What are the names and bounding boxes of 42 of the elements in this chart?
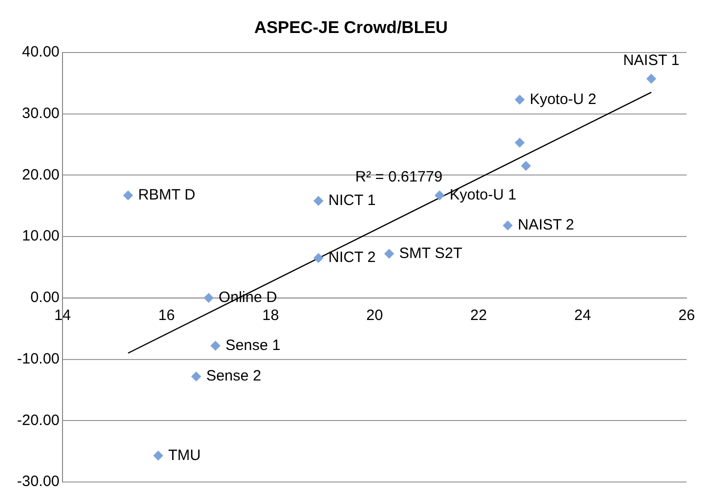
point — [313, 196, 324, 206]
point — [191, 371, 202, 382]
point — [204, 292, 214, 303]
point — [514, 94, 525, 105]
y-tick-label: 0.00 — [30, 289, 60, 306]
annotation: NAIST 2 — [518, 216, 574, 234]
annotation: NAIST 1 — [623, 52, 680, 69]
x-tick-label: 14 — [54, 307, 71, 324]
x-tick-label: 20 — [366, 307, 383, 324]
y-tick-label: 20.00 — [22, 166, 60, 184]
annotation: NICT 2 — [328, 249, 376, 266]
annotation: Kyoto-U 1 — [450, 186, 516, 204]
y-tick-label: -20.00 — [16, 412, 60, 429]
annotation: Kyoto-U 2 — [530, 90, 596, 108]
point — [153, 450, 164, 461]
x-tick-label: 16 — [158, 307, 175, 324]
point — [313, 252, 324, 263]
point — [210, 340, 220, 351]
x-tick-label: 26 — [678, 307, 695, 324]
x-tick-label: 24 — [574, 307, 591, 324]
point — [502, 220, 513, 230]
annotation: RBMT D — [138, 186, 196, 204]
x-tick-label: 22 — [470, 307, 487, 324]
y-tick-label: -30.00 — [16, 473, 60, 490]
y-tick-label: 40.00 — [22, 44, 60, 61]
point — [646, 74, 656, 84]
y-tick-label: 30.00 — [22, 104, 60, 122]
point — [434, 190, 445, 200]
annotation: SMT S2T — [399, 244, 462, 262]
annotation: Sense 2 — [206, 368, 262, 385]
x-tick-label: 18 — [262, 307, 279, 324]
point — [123, 190, 134, 200]
annotation: Sense 1 — [225, 336, 280, 354]
point — [514, 138, 525, 148]
annotation: R² = 0.61779 — [355, 168, 442, 186]
annotation: TMU — [168, 446, 201, 464]
chart-title: ASPEC-JE Crowd/BLEU — [254, 18, 448, 37]
y-tick-label: 10.00 — [22, 228, 60, 245]
annotation: NICT 1 — [328, 192, 376, 210]
point — [520, 160, 531, 171]
point — [384, 248, 394, 259]
y-tick-label: -10.00 — [16, 350, 60, 368]
